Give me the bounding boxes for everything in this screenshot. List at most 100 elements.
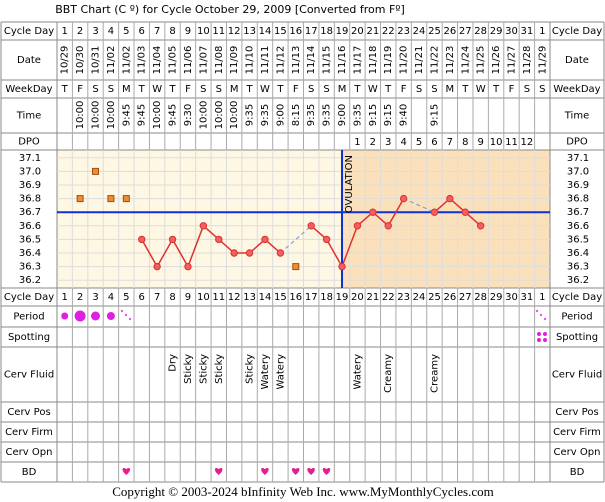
discarded-point: [107, 195, 115, 203]
temp-point: [399, 194, 408, 203]
cerv-fluid: Sticky: [183, 354, 194, 384]
y-tick-label: 36.4: [567, 248, 589, 259]
temp-point: [430, 208, 439, 216]
cycle-day: 29: [490, 26, 503, 37]
cycle-day: 31: [521, 26, 534, 37]
cycle-day: 9: [185, 292, 191, 303]
row-label: Cerv Firm: [553, 427, 601, 438]
weekday: W: [152, 84, 162, 95]
date: 11/03: [137, 46, 148, 75]
ovulation-label: OVULATION: [344, 155, 355, 213]
cycle-day: 10: [197, 26, 210, 37]
y-tick-label: 36.8: [19, 194, 41, 205]
temp-line: [141, 224, 281, 269]
cycle-day: 5: [123, 292, 129, 303]
y-tick-label: 36.9: [567, 180, 589, 191]
weekday: T: [492, 84, 500, 95]
time: 9:40: [399, 104, 410, 126]
cycle-day: 30: [505, 292, 518, 303]
cycle-day: 19: [336, 26, 349, 37]
date: 11/26: [491, 46, 502, 75]
date: 11/02: [121, 46, 132, 75]
row-label: BD: [22, 467, 37, 478]
cycle-day: 5: [123, 26, 129, 37]
gap-connector: [403, 198, 435, 213]
y-tick-label: 37.1: [567, 153, 589, 164]
discarded-point: [76, 195, 84, 203]
row-label: Cycle Day: [4, 26, 54, 37]
time: 9:15: [429, 104, 440, 126]
weekday: W: [368, 84, 378, 95]
bd-heart: [307, 467, 315, 475]
cerv-fluid: Creamy: [429, 354, 440, 393]
temp-point: [446, 194, 454, 203]
cycle-day: 28: [474, 26, 487, 37]
date: 11/24: [460, 46, 471, 75]
time: 9:00: [275, 104, 286, 126]
time: 9:00: [337, 104, 348, 126]
time: 9:35: [260, 104, 271, 126]
date: 11/25: [476, 46, 487, 75]
temp-line: [433, 197, 482, 227]
date: 11/20: [399, 46, 410, 75]
weekday: M: [230, 84, 239, 95]
row-label: WeekDay: [5, 84, 52, 95]
date: 11/23: [445, 46, 456, 75]
time: 8:15: [291, 104, 302, 126]
time: 9:15: [383, 104, 394, 126]
cycle-day: 14: [259, 292, 272, 303]
weekday: T: [138, 84, 146, 95]
cerv-fluid: Watery: [275, 354, 286, 390]
y-tick-label: 36.8: [567, 194, 589, 205]
cerv-fluid: Watery: [352, 354, 363, 390]
weekday: S: [416, 84, 422, 95]
y-tick-label: 36.7: [567, 207, 589, 218]
date: 11/02: [106, 46, 117, 75]
dpo: 2: [370, 137, 376, 148]
temp-point: [138, 235, 146, 244]
y-tick-label: 36.5: [567, 234, 589, 245]
spotting-icon: [537, 332, 547, 342]
cycle-day: 13: [243, 292, 256, 303]
cycle-day: 30: [505, 26, 518, 37]
date: 10/31: [91, 46, 102, 75]
time: 9:30: [183, 104, 194, 126]
cycle-day: 18: [320, 26, 333, 37]
row-label: Spotting: [8, 332, 50, 343]
date: 11/18: [368, 46, 379, 75]
y-tick-label: 36.6: [567, 221, 589, 232]
weekday: S: [539, 84, 545, 95]
weekday: S: [308, 84, 314, 95]
cycle-day: 24: [413, 26, 426, 37]
row-label: BD: [570, 467, 585, 478]
y-tick-label: 37.0: [19, 166, 41, 177]
cycle-day: 8: [169, 292, 175, 303]
dpo: 7: [447, 137, 453, 148]
footer: Copyright © 2003-2024 bInfinity Web Inc.…: [112, 484, 493, 499]
bd-heart: [214, 467, 223, 475]
row-label: Spotting: [556, 332, 598, 343]
time: 9:45: [121, 104, 132, 126]
y-tick-label: 37.1: [19, 153, 41, 164]
date: 11/10: [245, 46, 256, 75]
weekday: M: [122, 84, 131, 95]
weekday: S: [323, 84, 329, 95]
weekday: T: [353, 84, 361, 95]
cycle-day: 2: [77, 26, 83, 37]
cycle-day: 22: [382, 292, 395, 303]
period-icon: [106, 312, 115, 320]
date: 11/15: [322, 46, 333, 75]
time: 10:00: [198, 101, 209, 130]
row-label: Period: [13, 312, 44, 323]
date: 11/17: [352, 46, 363, 75]
cycle-day: 6: [139, 292, 145, 303]
y-tick-label: 36.4: [19, 248, 41, 259]
dpo: 11: [505, 137, 518, 148]
bd-heart: [122, 467, 131, 475]
row-label: Date: [565, 55, 589, 66]
weekday: S: [216, 84, 222, 95]
cycle-day: 12: [228, 26, 241, 37]
weekday: M: [446, 84, 455, 95]
cerv-fluid: Dry: [168, 354, 179, 372]
temp-point: [230, 249, 238, 257]
